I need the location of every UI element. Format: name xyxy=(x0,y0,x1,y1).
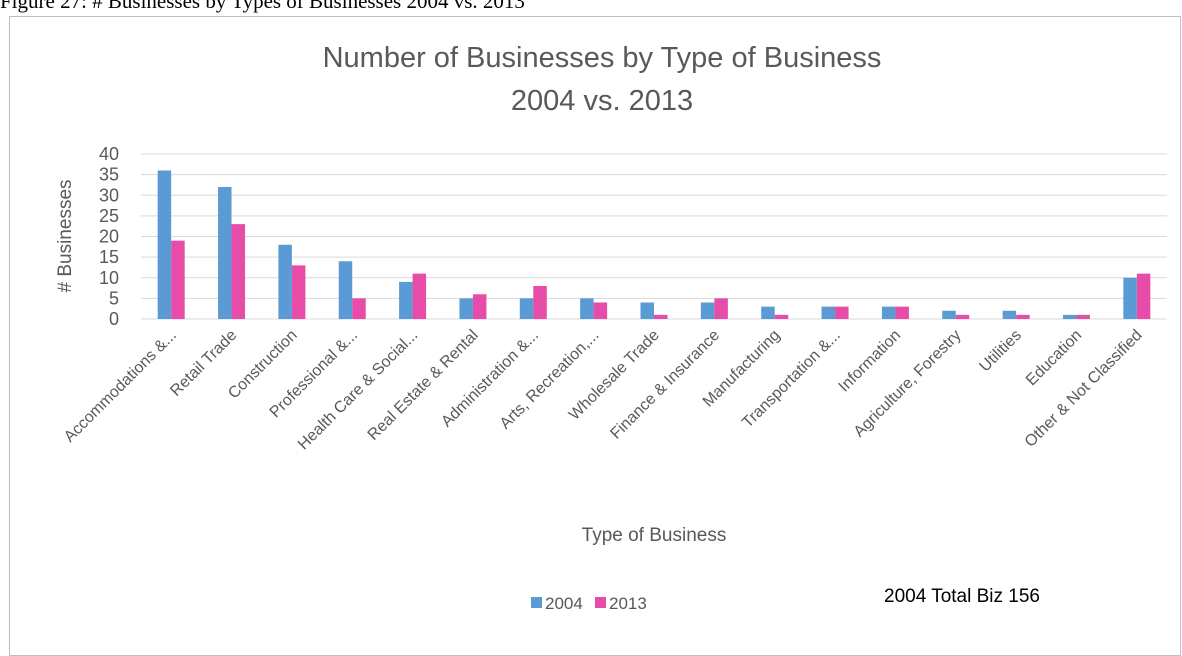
x-axis-label: Type of Business xyxy=(582,525,727,546)
bar-2004 xyxy=(218,187,232,319)
bar-2013 xyxy=(171,240,185,319)
bar-2013 xyxy=(774,314,789,319)
y-axis-label: # Businesses xyxy=(55,179,76,292)
bar-2004 xyxy=(640,302,654,319)
figure-caption: Figure 27: # Businesses by Types of Busi… xyxy=(0,0,525,13)
x-category-label: Education xyxy=(1023,327,1085,389)
y-tick-label: 0 xyxy=(109,309,119,329)
bar-2013 xyxy=(654,314,668,319)
bar-2004 xyxy=(761,306,775,319)
bar-2004 xyxy=(338,261,353,319)
bar-2013 xyxy=(714,298,728,319)
bar-chart: Number of Businesses by Type of Business… xyxy=(55,42,1167,613)
bar-2013 xyxy=(472,294,487,319)
bar-2004 xyxy=(881,306,896,319)
bar-2004 xyxy=(278,244,292,319)
y-tick-label: 5 xyxy=(109,288,119,308)
bar-2004 xyxy=(157,170,172,319)
bar-2013 xyxy=(593,302,608,319)
bar-2004 xyxy=(1123,277,1137,319)
bar-2004 xyxy=(399,281,413,319)
legend-label-2004: 2004 xyxy=(545,594,583,613)
legend: 2004 2013 xyxy=(531,594,647,613)
bar-2004 xyxy=(519,298,534,319)
y-tick-label: 40 xyxy=(99,144,119,164)
bar-2004 xyxy=(942,310,956,319)
bar-2013 xyxy=(533,286,547,319)
x-category-label: Health Care & Social... xyxy=(295,327,421,453)
x-category-label: Real Estate & Rental xyxy=(365,327,482,444)
y-tick-label: 25 xyxy=(99,206,119,226)
bar-2004 xyxy=(1002,310,1017,319)
legend-label-2013: 2013 xyxy=(609,594,647,613)
y-tick-label: 30 xyxy=(99,185,119,205)
x-category-label: Agriculture, Forestry xyxy=(851,327,965,441)
chart-title-line2: 2004 vs. 2013 xyxy=(511,85,693,117)
bar-2013 xyxy=(955,314,970,319)
bars xyxy=(157,170,1151,319)
bar-2013 xyxy=(412,273,427,319)
bar-2004 xyxy=(459,298,473,319)
y-tick-label: 20 xyxy=(99,227,119,247)
gridlines xyxy=(141,153,1167,320)
y-tick-label: 10 xyxy=(99,268,119,288)
x-category-label: Accommodations &... xyxy=(61,327,180,446)
bar-2013 xyxy=(231,224,246,319)
bar-2013 xyxy=(895,306,909,319)
bar-2004 xyxy=(580,298,594,319)
legend-swatch-2013 xyxy=(595,597,606,608)
bar-2004 xyxy=(700,302,715,319)
bar-2013 xyxy=(1136,273,1151,319)
x-category-label: Other & Not Classified xyxy=(1022,327,1146,451)
legend-swatch-2004 xyxy=(531,597,542,608)
total-annotation: 2004 Total Biz 156 xyxy=(884,586,1040,607)
bar-2013 xyxy=(291,265,306,319)
y-tick-label: 15 xyxy=(99,247,119,267)
x-axis-categories: Accommodations &...Retail TradeConstruct… xyxy=(61,327,1146,454)
chart-frame xyxy=(9,16,1181,656)
x-category-label: Utilities xyxy=(976,327,1024,375)
bar-2004 xyxy=(1062,314,1077,319)
chart-title-line1: Number of Businesses by Type of Business xyxy=(323,42,882,74)
bar-2013 xyxy=(352,298,366,319)
x-category-label: Arts, Recreation,... xyxy=(497,327,603,433)
x-category-label: Finance & Insurance xyxy=(607,327,723,443)
bar-2013 xyxy=(1016,314,1030,319)
y-tick-label: 35 xyxy=(99,165,119,185)
bar-2004 xyxy=(821,306,836,319)
bar-2013 xyxy=(1076,314,1090,319)
bar-2013 xyxy=(835,306,849,319)
